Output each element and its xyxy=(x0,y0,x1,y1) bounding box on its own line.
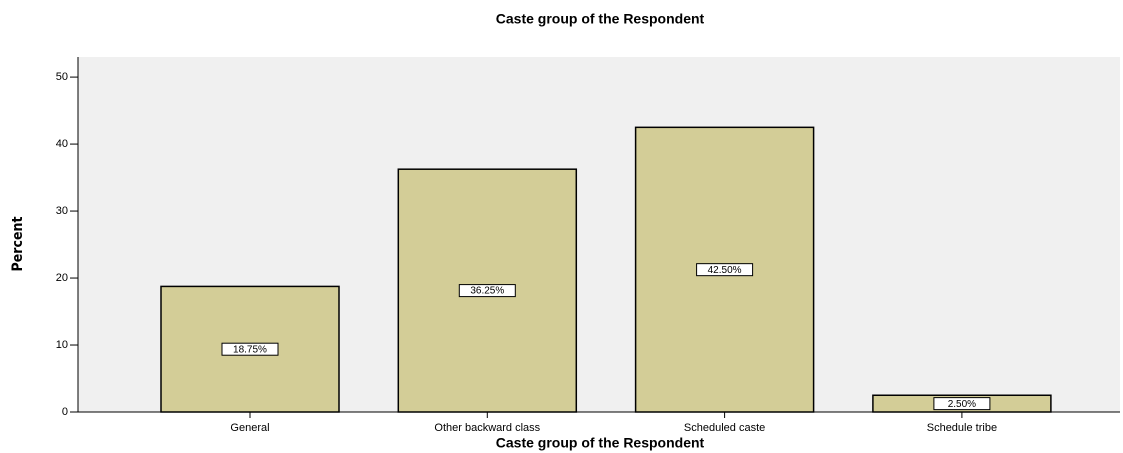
value-label: 36.25% xyxy=(470,286,504,297)
x-tick-label: Other backward class xyxy=(434,422,540,434)
value-label: 18.75% xyxy=(233,344,267,355)
value-label-box xyxy=(933,397,991,411)
y-tick-label: 40 xyxy=(56,138,68,150)
y-axis-title: Percent xyxy=(10,217,26,272)
chart-title: Caste group of the Respondent xyxy=(496,11,705,27)
y-tick-label: 20 xyxy=(56,272,68,284)
x-tick-label: Scheduled caste xyxy=(684,422,765,434)
y-tick-label: 30 xyxy=(56,205,68,217)
y-tick-label: 0 xyxy=(62,406,68,418)
value-label: 42.50% xyxy=(708,265,742,276)
value-label: 2.50% xyxy=(948,399,976,410)
y-tick-label: 50 xyxy=(56,71,68,83)
value-label-box xyxy=(458,284,516,298)
value-label-box xyxy=(221,342,279,356)
x-tick-label: General xyxy=(230,422,269,434)
y-tick-label: 10 xyxy=(56,339,68,351)
x-tick-label: Schedule tribe xyxy=(927,422,997,434)
x-axis-title: Caste group of the Respondent xyxy=(496,435,705,451)
value-label-box xyxy=(696,263,754,277)
